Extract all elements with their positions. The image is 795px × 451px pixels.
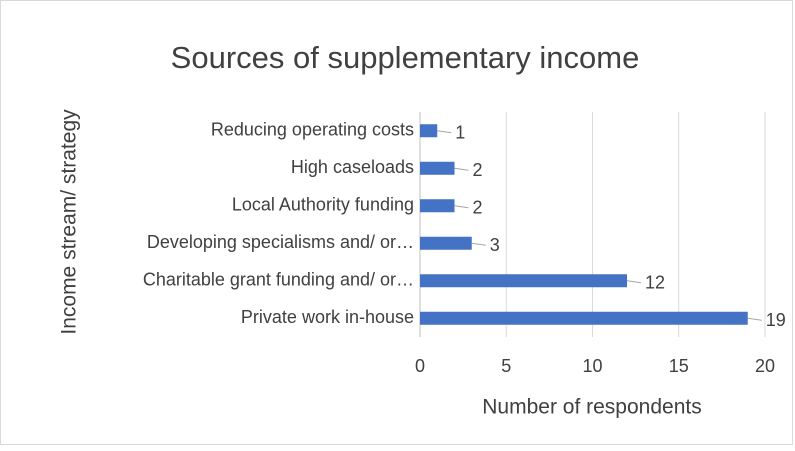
y-tick-label: Reducing operating costs	[211, 120, 414, 140]
x-tick-label: 0	[415, 356, 425, 376]
bar	[420, 161, 455, 175]
x-tick-label: 10	[582, 356, 602, 376]
leader-line	[454, 167, 469, 171]
y-tick-label: Charitable grant funding and/ or…	[143, 270, 414, 290]
x-axis-label: Number of respondents	[482, 396, 701, 419]
data-label: 12	[645, 273, 665, 293]
leader-line	[626, 280, 642, 284]
leader-line	[454, 205, 469, 209]
leader-line	[747, 317, 762, 321]
leader-line	[471, 242, 486, 246]
x-tick-label: 20	[755, 356, 775, 376]
bar	[420, 124, 438, 138]
bar	[420, 199, 455, 213]
leader-line	[437, 130, 452, 134]
y-axis-label: Income stream/ strategy	[58, 109, 81, 335]
data-label: 2	[473, 160, 483, 180]
bar	[420, 311, 748, 325]
data-label: 19	[766, 310, 786, 330]
x-tick-label: 5	[501, 356, 511, 376]
y-tick-label: Local Authority funding	[232, 195, 414, 215]
x-tick-label: 15	[669, 356, 689, 376]
bar	[420, 274, 627, 288]
data-label: 3	[490, 235, 500, 255]
y-tick-label: High caseloads	[291, 157, 414, 177]
y-tick-label: Private work in-house	[241, 307, 414, 327]
chart-title: Sources of supplementary income	[171, 40, 640, 75]
y-tick-label: Developing specialisms and/ or…	[147, 232, 414, 252]
bar	[420, 236, 472, 250]
data-label: 2	[473, 198, 483, 218]
data-label: 1	[455, 123, 465, 143]
